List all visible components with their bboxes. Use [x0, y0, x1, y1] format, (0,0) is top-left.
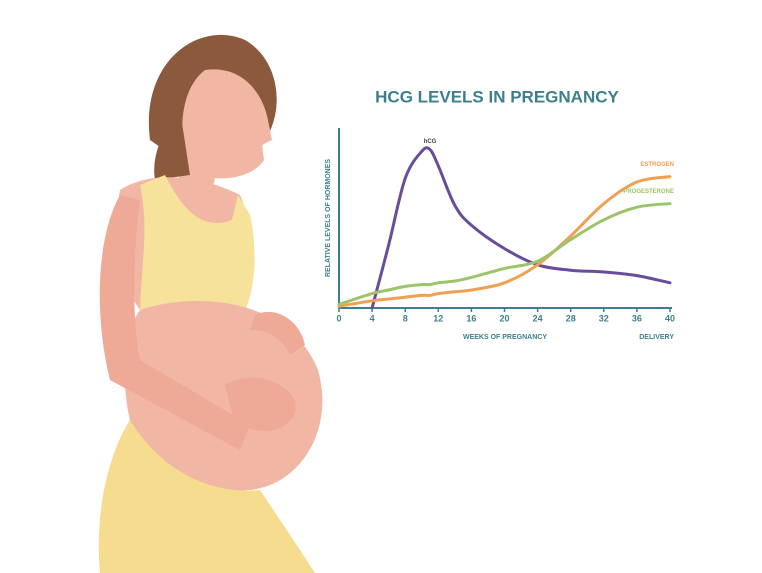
x-tick-label: 8: [403, 313, 408, 323]
series-line: [337, 175, 672, 308]
hair-back: [154, 110, 190, 180]
series-label: PROGESTERONE: [623, 189, 674, 195]
x-tick-label: 36: [632, 313, 642, 323]
pants: [98, 420, 315, 573]
belly: [124, 300, 323, 491]
x-tick-label: 12: [433, 313, 443, 323]
series-line: [337, 202, 672, 306]
y-axis-label: RELATIVE LEVELS OF HORMONES: [325, 159, 332, 277]
chart-title: HCG LEVELS IN PREGNANCY: [375, 87, 619, 106]
x-tick-label: 28: [566, 313, 576, 323]
hand: [225, 377, 296, 431]
x-tick-label: 16: [466, 313, 476, 323]
face: [175, 69, 272, 201]
x-tick-label: 40: [665, 313, 675, 323]
x-tick-label: 32: [599, 313, 609, 323]
x-tick-label: 20: [499, 313, 509, 323]
series-line: [370, 146, 672, 310]
series-label: ESTROGEN: [640, 162, 674, 168]
top: [140, 175, 255, 318]
x-tick-label: 4: [370, 313, 375, 323]
x-tick-label: 24: [533, 313, 543, 323]
arm: [99, 195, 250, 450]
x-axis-label: WEEKS OF PREGNANCY: [463, 334, 547, 341]
x-tick-label: 0: [336, 313, 341, 323]
illustration: [98, 34, 323, 573]
series-label: hCG: [424, 139, 437, 145]
hand-top: [250, 311, 305, 355]
annotation: DELIVERY: [639, 334, 674, 341]
